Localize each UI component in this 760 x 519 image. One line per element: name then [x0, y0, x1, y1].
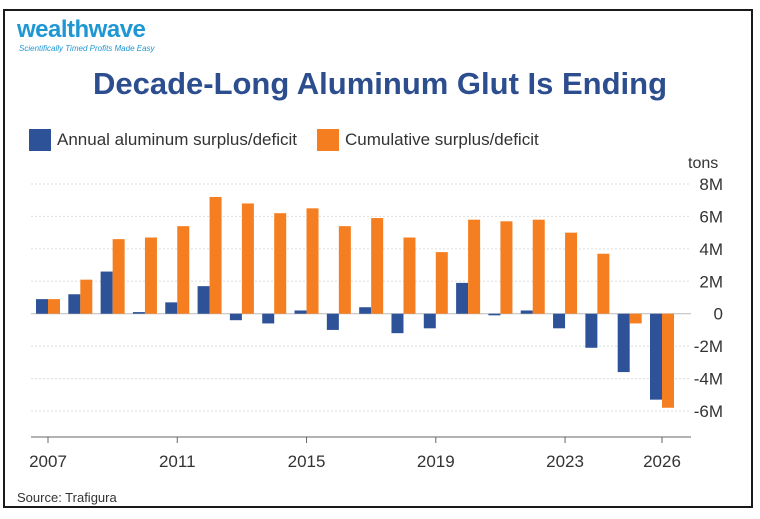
bar-annual: [650, 313, 662, 400]
legend-label-annual: Annual aluminum surplus/deficit: [57, 130, 298, 149]
x-tick-label: 2011: [159, 452, 196, 471]
bar-annual: [165, 302, 178, 314]
bar-annual: [262, 313, 275, 324]
bar-cumulative: [532, 219, 545, 314]
x-tick-label: 2019: [417, 452, 455, 471]
bar-cumulative: [371, 218, 384, 314]
bar-annual: [520, 310, 533, 314]
bar-annual: [326, 313, 339, 330]
bar-cumulative: [241, 203, 254, 314]
bar-annual: [617, 313, 630, 373]
x-tick-label: 2007: [29, 452, 67, 471]
bar-cumulative: [274, 213, 287, 314]
bar-cumulative: [338, 226, 351, 314]
bar-annual: [36, 299, 48, 314]
bar-cumulative: [435, 252, 448, 314]
y-tick-label: 6M: [699, 207, 723, 226]
y-tick-label: 2M: [699, 272, 723, 291]
x-tick-label: 2015: [288, 452, 326, 471]
bar-cumulative: [629, 313, 642, 324]
bar-annual: [294, 310, 307, 314]
bar-cumulative: [662, 313, 674, 408]
bar-cumulative: [112, 239, 125, 314]
legend-swatch-cumulative: [317, 129, 340, 151]
bar-annual: [132, 312, 145, 314]
bar-annual: [359, 307, 372, 314]
legend-item-cumulative: Cumulative surplus/deficit: [317, 129, 539, 151]
x-tick-label: 2023: [546, 452, 584, 471]
bar-annual: [197, 286, 210, 314]
legend-item-annual: Annual aluminum surplus/deficit: [29, 129, 297, 151]
y-tick-label: -2M: [694, 337, 723, 356]
bar-annual: [456, 282, 469, 314]
bar-cumulative: [468, 219, 481, 314]
bar-chart: 8M 6M 4M 2M 0 -2M -4M -6M 2007 2011 2015 2019 2023 20…: [29, 175, 723, 471]
bar-annual: [100, 271, 113, 314]
y-tick-label: -4M: [694, 370, 723, 389]
bar-cumulative: [48, 299, 60, 314]
y-tick-label: 4M: [699, 240, 723, 259]
bar-annual: [553, 313, 566, 329]
bar-cumulative: [177, 226, 190, 314]
bar-annual: [391, 313, 404, 334]
brand-tagline: Scientifically Timed Profits Made Easy: [19, 44, 155, 53]
x-tick-label: 2026: [643, 452, 681, 471]
legend-label-cumulative: Cumulative surplus/deficit: [345, 130, 539, 149]
bar-cumulative: [306, 208, 319, 314]
bar-annual: [488, 313, 501, 316]
source-note: Source: Trafigura: [17, 490, 117, 505]
legend-swatch-annual: [29, 129, 51, 151]
y-tick-label: 0: [714, 305, 723, 324]
y-tick-label: 8M: [699, 175, 723, 194]
bar-annual: [585, 313, 598, 348]
bar-cumulative: [500, 221, 513, 314]
bar-annual: [423, 313, 436, 329]
bar-cumulative: [80, 279, 93, 314]
brand-logo: wealthwave: [17, 16, 146, 43]
bar-annual: [68, 294, 81, 314]
chart-frame: wealthwave Scientifically Timed Profits …: [3, 9, 753, 508]
legend: Annual aluminum surplus/deficit Cumulati…: [29, 129, 559, 151]
bar-cumulative: [144, 237, 157, 314]
y-unit-label: tons: [688, 155, 719, 172]
chart-title: Decade-Long Aluminum Glut Is Ending: [92, 66, 668, 101]
bar-cumulative: [209, 196, 222, 314]
bar-cumulative: [403, 237, 416, 314]
bar-cumulative: [565, 232, 578, 314]
y-tick-label: -6M: [694, 402, 723, 421]
bar-annual: [229, 313, 242, 321]
bar-cumulative: [597, 253, 610, 314]
